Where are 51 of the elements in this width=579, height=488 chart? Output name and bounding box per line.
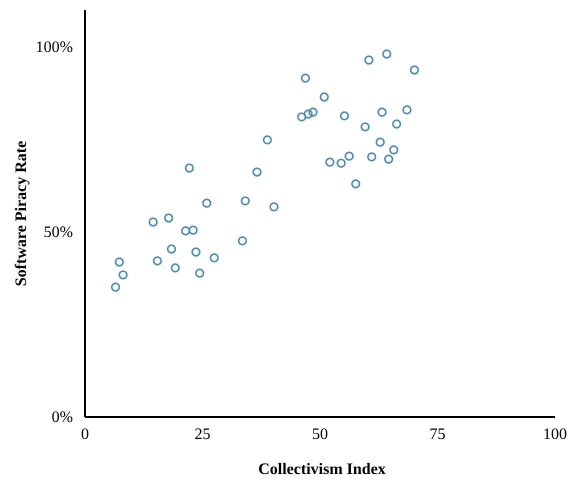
point <box>376 137 385 147</box>
point <box>110 282 120 292</box>
point <box>114 257 124 267</box>
point <box>238 236 248 246</box>
point <box>180 226 190 236</box>
point <box>340 111 350 120</box>
point <box>360 122 370 132</box>
point <box>210 253 219 262</box>
point <box>325 157 334 167</box>
point <box>118 270 128 280</box>
point <box>191 247 201 257</box>
y-tick-label: 0% <box>52 409 73 426</box>
point <box>320 92 329 102</box>
point <box>184 163 194 173</box>
point <box>389 145 398 154</box>
point <box>336 158 346 168</box>
point <box>377 108 387 117</box>
point <box>410 65 420 75</box>
point <box>402 105 412 114</box>
x-tick-label: 75 <box>430 426 446 443</box>
y-tick-label: 100% <box>36 39 73 56</box>
point <box>367 152 376 162</box>
point <box>344 152 354 161</box>
point <box>170 263 180 272</box>
point <box>164 213 174 223</box>
point <box>364 55 374 65</box>
x-tick-label: 0 <box>81 426 89 443</box>
y-axis-title: Software Piracy Rate <box>13 140 30 286</box>
point <box>195 268 204 278</box>
x-tick-label: 100 <box>543 426 567 443</box>
point <box>269 202 279 212</box>
y-tick-label: 50% <box>44 224 73 241</box>
point <box>300 73 310 83</box>
point <box>240 196 250 206</box>
point <box>202 198 212 208</box>
point <box>297 112 306 122</box>
point <box>152 256 162 266</box>
x-tick-label: 50 <box>312 426 328 443</box>
x-tick-label: 25 <box>194 426 210 443</box>
point <box>304 109 313 119</box>
point <box>308 108 318 117</box>
point <box>262 135 272 144</box>
point <box>166 244 176 254</box>
point <box>392 119 402 129</box>
point <box>148 217 158 227</box>
x-axis-title: Collectivism Index <box>258 461 386 478</box>
point <box>382 49 392 59</box>
point <box>252 167 262 177</box>
point <box>384 154 394 164</box>
point <box>188 226 198 235</box>
point <box>351 179 360 188</box>
